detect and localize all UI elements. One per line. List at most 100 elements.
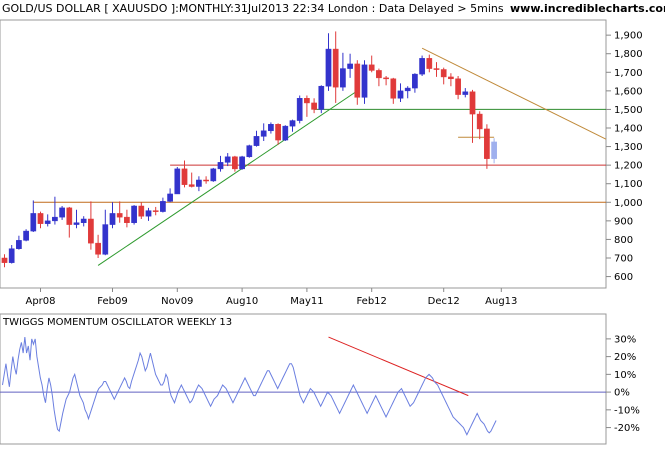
candle-body xyxy=(95,242,101,255)
price-panel-frame xyxy=(0,19,607,289)
candle-body xyxy=(376,70,382,79)
price-candles xyxy=(1,31,497,268)
price-x-tick-label: Aug13 xyxy=(485,296,517,307)
candle-body xyxy=(361,64,368,98)
candle-body xyxy=(426,58,433,69)
oscillator-y-axis: 30% 20% 10% 0% -10% -20% xyxy=(614,334,640,434)
price-y-tick-label: 1,500 xyxy=(614,105,643,116)
candle-body xyxy=(138,205,145,217)
price-y-axis: 600 700 800 900 1,000 1,100 1,200 1,300 1,400 1,5… xyxy=(614,31,643,283)
candle-body xyxy=(224,156,231,163)
oscillator-panel-frame xyxy=(0,313,607,445)
candle-body xyxy=(448,76,454,80)
candle-body xyxy=(217,162,224,170)
price-y-tick-label: 1,000 xyxy=(614,198,643,209)
candle-body xyxy=(368,64,375,71)
candle-body xyxy=(318,85,325,110)
oscillator-title: TWIGGS MOMENTUM OSCILLATOR WEEKLY 13 xyxy=(2,317,232,328)
osc-y-tick-label: -20% xyxy=(614,423,640,434)
candle-body xyxy=(203,179,209,182)
chart-title: GOLD/US DOLLAR [ XAUUSDO ]:MONTHLY:31Jul… xyxy=(2,2,504,15)
candle-body xyxy=(66,207,73,225)
candle-body xyxy=(304,98,310,104)
price-grid xyxy=(606,34,611,278)
candle-body xyxy=(44,220,51,224)
candle-body xyxy=(181,168,188,185)
candle-body xyxy=(1,257,8,263)
price-y-tick-label: 1,900 xyxy=(614,31,643,42)
candle-body xyxy=(354,63,361,98)
candle-body xyxy=(340,68,346,88)
candle-body xyxy=(52,216,58,222)
candle-body xyxy=(476,113,483,130)
price-overlay-lines xyxy=(33,47,607,266)
candle-body xyxy=(88,218,94,244)
price-x-tick-label: Nov09 xyxy=(161,296,193,307)
candle-body xyxy=(102,224,109,255)
price-x-tick-label: Aug10 xyxy=(226,296,258,307)
candle-body xyxy=(397,90,404,99)
candle-body xyxy=(404,87,411,92)
candle-body xyxy=(347,63,353,69)
candle-body xyxy=(246,145,253,158)
candle-body xyxy=(239,156,245,170)
price-y-tick-label: 700 xyxy=(614,254,633,265)
price-y-tick-label: 600 xyxy=(614,272,633,283)
trend-up-line xyxy=(97,90,358,266)
price-y-tick-label: 800 xyxy=(614,235,633,246)
price-x-tick-label: Feb09 xyxy=(97,296,127,307)
site-credit: www.incrediblecharts.com xyxy=(510,2,665,15)
candle-body xyxy=(174,168,181,195)
osc-y-tick-label: 10% xyxy=(614,370,636,381)
price-x-tick-label: Feb12 xyxy=(356,296,386,307)
candle-body xyxy=(491,141,497,159)
candle-body xyxy=(484,128,490,159)
candle-body xyxy=(440,69,447,78)
candle-body xyxy=(160,201,166,212)
candle-body xyxy=(152,210,159,212)
price-x-tick-label: Apr08 xyxy=(25,296,55,307)
price-y-tick-label: 1,700 xyxy=(614,68,643,79)
candle-body xyxy=(412,73,418,89)
price-y-tick-label: 1,600 xyxy=(614,86,643,97)
oscillator-overlay-lines xyxy=(328,336,469,397)
price-y-tick-label: 1,100 xyxy=(614,179,643,190)
candle-body xyxy=(275,124,281,141)
candle-body xyxy=(116,213,123,218)
candle-body xyxy=(433,68,440,70)
candle-body xyxy=(268,124,274,132)
candle-body xyxy=(59,207,65,218)
candle-body xyxy=(332,48,339,88)
candle-body xyxy=(73,222,80,225)
candle-body xyxy=(16,240,22,249)
candle-body xyxy=(419,58,425,75)
candle-body xyxy=(253,136,260,146)
candle-body xyxy=(311,102,317,110)
candle-body xyxy=(124,216,130,223)
osc-y-tick-label: 0% xyxy=(614,388,630,399)
candle-body xyxy=(37,213,44,224)
candle-body xyxy=(325,48,332,87)
price-y-tick-label: 1,800 xyxy=(614,49,643,60)
candle-body xyxy=(462,91,469,95)
candle-body xyxy=(296,98,303,121)
candle-body xyxy=(282,125,289,141)
price-y-tick-label: 1,400 xyxy=(614,124,643,135)
osc-trend-down-line xyxy=(328,336,469,397)
candle-body xyxy=(210,168,217,182)
trend-down-price-line xyxy=(421,47,607,140)
candle-body xyxy=(383,77,389,80)
candle-body xyxy=(260,130,267,137)
candle-body xyxy=(455,78,461,95)
candle-body xyxy=(289,120,296,127)
price-y-tick-label: 1,200 xyxy=(614,161,643,172)
price-y-tick-label: 1,300 xyxy=(614,142,643,153)
candle-body xyxy=(109,213,116,225)
candle-body xyxy=(80,218,87,223)
candle-body xyxy=(8,248,15,263)
oscillator-grid xyxy=(0,338,611,429)
oscillator-series xyxy=(2,337,497,436)
osc-y-tick-label: -10% xyxy=(614,405,640,416)
